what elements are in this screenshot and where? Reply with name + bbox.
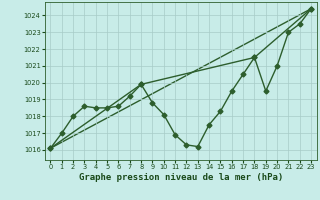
- X-axis label: Graphe pression niveau de la mer (hPa): Graphe pression niveau de la mer (hPa): [79, 173, 283, 182]
